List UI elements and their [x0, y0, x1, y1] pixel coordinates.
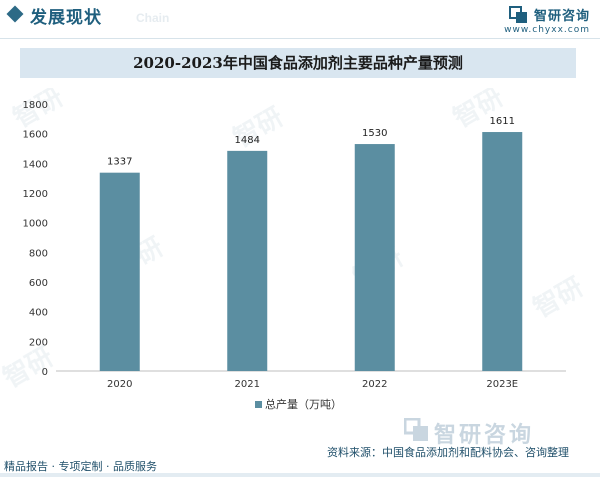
x-axis: 2020 2021 2022 2023E: [107, 379, 518, 390]
bar-2022: [354, 144, 395, 371]
y-tick-label: 1400: [23, 159, 48, 170]
svg-text:智研: 智研: [529, 272, 589, 324]
svg-text:智研: 智研: [9, 88, 69, 134]
header-divider: [0, 38, 600, 39]
y-tick-label: 1200: [23, 189, 48, 200]
bar-2020: [99, 172, 140, 371]
bar-2021: [227, 150, 268, 371]
brand-name: 智研咨询: [533, 9, 590, 24]
source-note: 资料来源：中国食品添加剂和配料协会、咨询整理: [327, 446, 569, 459]
y-tick-label: 1000: [23, 219, 48, 230]
bottom-band: [0, 473, 600, 477]
brand-url: www.chyxx.com: [504, 25, 590, 35]
y-tick-label: 1800: [23, 100, 48, 111]
data-label: 1611: [490, 116, 515, 127]
brand-logo-icon: [508, 5, 527, 23]
chart-title: 2020-2023年中国食品添加剂主要品种产量预测: [20, 48, 576, 78]
x-tick-label: 2021: [235, 379, 260, 390]
bar-series: 1337 1484 1530 1611: [99, 116, 523, 371]
footer-brand: 智研咨询: [434, 423, 535, 448]
diamond-icon: [6, 5, 24, 23]
y-tick-label: 0: [42, 367, 48, 378]
ghost-chain-text: Chain: [136, 11, 170, 25]
x-tick-label: 2020: [107, 379, 132, 390]
brand-logo: 智研咨询 www.chyxx.com: [504, 4, 590, 35]
data-label: 1530: [362, 128, 387, 139]
y-tick-label: 400: [29, 308, 48, 319]
legend: 总产量（万吨）: [255, 397, 342, 411]
data-label: 1337: [107, 157, 132, 168]
y-tick-label: 600: [29, 278, 48, 289]
footer-logo-icon: [404, 418, 428, 441]
bar-2023E: [482, 132, 523, 371]
legend-label: 总产量（万吨）: [265, 397, 342, 411]
bar-chart: 智研 智研 智研 智研 智研 智研 智研 0200400600800100012…: [0, 88, 589, 411]
x-tick-label: 2023E: [486, 379, 518, 390]
x-tick-label: 2022: [362, 379, 387, 390]
footer-tagline: 精品报告 · 专项定制 · 品质服务: [4, 460, 157, 473]
page-header: 发展现状 Chain 智研咨询 www.chyxx.com: [0, 0, 600, 40]
y-tick-label: 800: [29, 248, 48, 259]
legend-swatch: [255, 401, 262, 408]
y-axis: 0 200 400 600 800 1000 1200 1400 1600 1800: [23, 100, 48, 378]
svg-text:智研: 智研: [449, 88, 509, 134]
svg-text:智研: 智研: [229, 102, 289, 154]
y-tick-label: 1600: [23, 130, 48, 141]
y-tick-label: 200: [29, 337, 48, 348]
section-title: 发展现状: [30, 8, 102, 28]
svg-text:智研: 智研: [0, 342, 59, 394]
data-label: 1484: [235, 135, 260, 146]
